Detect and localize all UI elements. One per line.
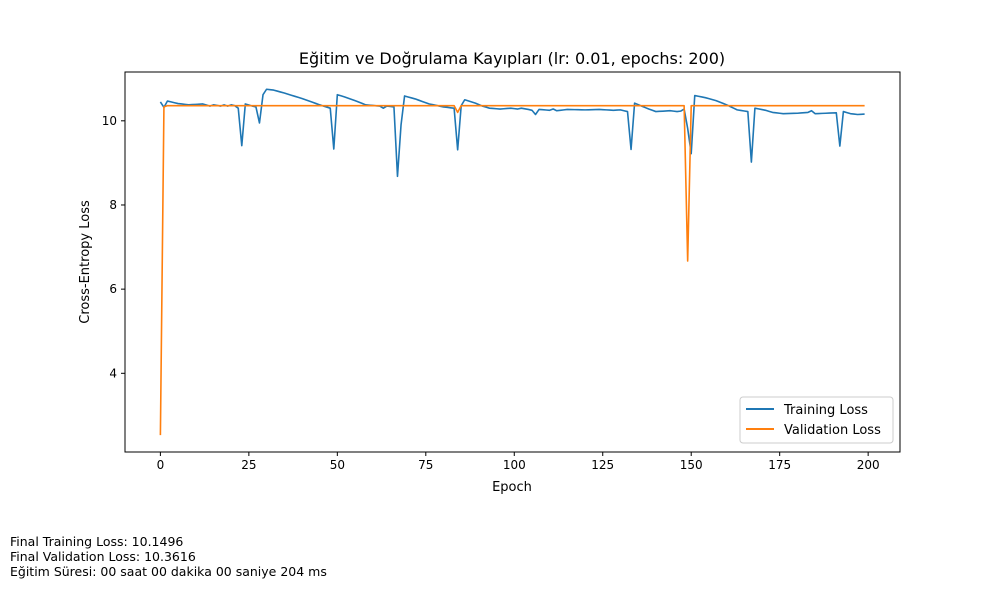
legend-label-validation: Validation Loss <box>784 423 881 438</box>
y-axis: 4 6 8 10 <box>102 114 125 380</box>
legend-label-training: Training Loss <box>783 403 868 418</box>
training-duration: Eğitim Süresi: 00 saat 00 dakika 00 sani… <box>10 564 327 579</box>
y-tick-label: 10 <box>102 114 117 128</box>
series-line-validation-loss <box>159 104 865 436</box>
plot-lines <box>159 88 865 436</box>
x-axis-label: Epoch <box>492 480 532 495</box>
y-tick-label: 4 <box>109 366 117 380</box>
y-axis-label: Cross-Entropy Loss <box>78 200 93 324</box>
y-tick-label: 8 <box>109 198 117 212</box>
x-tick-label: 75 <box>418 458 433 472</box>
legend-box <box>739 396 894 444</box>
x-tick-label: 175 <box>768 458 791 472</box>
final-training-loss: Final Training Loss: 10.1496 <box>10 534 184 549</box>
x-tick-label: 100 <box>503 458 526 472</box>
x-axis: 0 25 50 75 100 125 150 175 200 <box>157 452 880 472</box>
y-tick-label: 6 <box>109 282 117 296</box>
x-tick-label: 25 <box>241 458 256 472</box>
legend: Training Loss Validation Loss <box>739 396 894 444</box>
chart-title: Eğitim ve Doğrulama Kayıpları (lr: 0.01,… <box>299 49 725 68</box>
series-line-training-loss <box>159 88 865 178</box>
x-tick-label: 150 <box>680 458 703 472</box>
x-tick-label: 50 <box>330 458 345 472</box>
x-tick-label: 0 <box>157 458 165 472</box>
final-validation-loss: Final Validation Loss: 10.3616 <box>10 549 196 564</box>
plot-frame <box>124 71 901 453</box>
x-tick-label: 200 <box>857 458 880 472</box>
training-summary: Final Training Loss: 10.1496 Final Valid… <box>10 534 327 579</box>
x-tick-label: 125 <box>591 458 614 472</box>
